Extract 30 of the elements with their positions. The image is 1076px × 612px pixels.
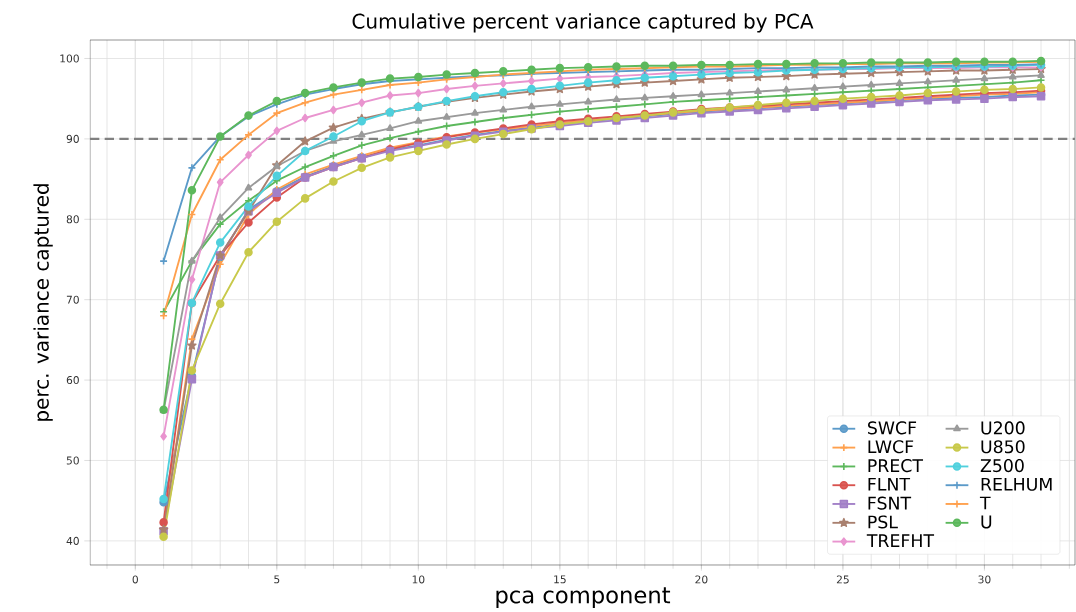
x-tick-label: 0 <box>132 575 138 584</box>
y-tick-label: 70 <box>66 295 79 304</box>
x-tick-label: 15 <box>554 575 566 584</box>
x-axis-title: pca component <box>496 587 671 608</box>
legend-label: T <box>979 496 991 510</box>
legend-label: Z500 <box>980 458 1024 472</box>
legend-label: U <box>981 515 992 529</box>
x-tick-label: 30 <box>978 575 991 584</box>
y-tick-label: 90 <box>66 134 79 143</box>
legend-label: SWCF <box>867 421 917 435</box>
x-tick-label: 20 <box>695 575 708 584</box>
legend-label: U200 <box>981 421 1025 435</box>
x-tick-label: 10 <box>412 575 425 584</box>
y-tick-label: 60 <box>66 375 79 384</box>
y-axis-title: perc. variance captured <box>33 183 53 421</box>
x-tick-label: 5 <box>274 575 280 584</box>
legend-label: RELHUM <box>981 477 1052 491</box>
y-tick-label: 100 <box>60 54 79 63</box>
legend-label: FLNT <box>868 477 911 491</box>
y-tick-label: 50 <box>66 456 79 465</box>
y-tick-label: 40 <box>66 536 79 545</box>
legend-label: TREFHT <box>866 534 935 547</box>
chart-title: Cumulative percent variance captured by PCA <box>352 13 814 33</box>
legend-label: PSL <box>868 515 898 529</box>
legend-label: PRECT <box>868 458 924 472</box>
x-tick-label: 25 <box>836 575 849 584</box>
legend-label: LWCF <box>868 440 914 454</box>
legend-label: FSNT <box>868 496 912 510</box>
legend-label: U850 <box>981 440 1025 454</box>
y-tick-label: 80 <box>66 215 79 224</box>
